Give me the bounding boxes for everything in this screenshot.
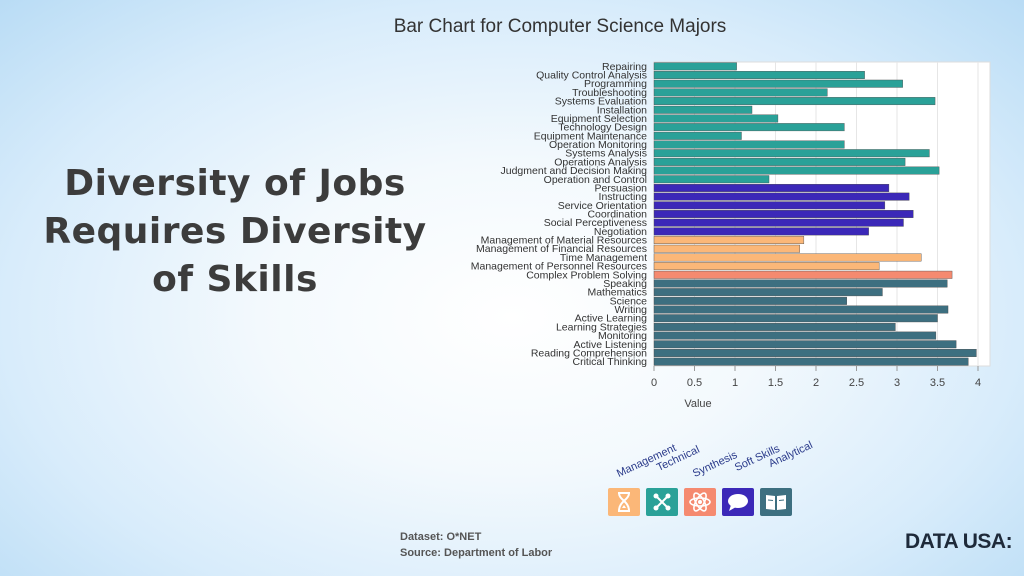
- bar[interactable]: [653, 270, 953, 279]
- bar[interactable]: [653, 322, 896, 331]
- category-label: Coordination: [587, 209, 647, 221]
- x-tick-label: 4: [975, 377, 981, 389]
- x-tick-label: 2: [813, 377, 819, 389]
- category-label: Programming: [584, 78, 647, 90]
- bar[interactable]: [653, 357, 969, 366]
- category-label: Critical Thinking: [573, 356, 648, 368]
- chart-title: Bar Chart for Computer Science Majors: [393, 16, 727, 37]
- x-axis-label: Value: [684, 398, 711, 410]
- bar[interactable]: [653, 71, 865, 79]
- bar[interactable]: [653, 201, 886, 210]
- category-label: Repairing: [602, 61, 647, 73]
- bar[interactable]: [653, 244, 801, 253]
- category-label: Service Orientation: [558, 200, 647, 212]
- bar[interactable]: [653, 123, 845, 132]
- x-tick-label: 0.5: [687, 377, 702, 389]
- bar[interactable]: [653, 166, 940, 175]
- bar[interactable]: [653, 262, 880, 271]
- slide-heading-line-2: Requires Diversity: [43, 211, 427, 252]
- category-label: Management of Material Resources: [481, 235, 647, 247]
- category-label: Instructing: [599, 191, 648, 203]
- category-label: Reading Comprehension: [531, 347, 647, 359]
- bar[interactable]: [653, 340, 957, 349]
- bar[interactable]: [653, 105, 753, 114]
- category-label: Active Listening: [573, 339, 647, 351]
- x-tick-label: 2.5: [849, 377, 864, 389]
- category-label: Learning Strategies: [556, 321, 647, 333]
- category-label: Operations Analysis: [554, 156, 647, 168]
- category-label: Management of Financial Resources: [476, 243, 647, 255]
- bar[interactable]: [653, 305, 949, 314]
- legend: Management Technical Synthesis Soft Skil…: [600, 428, 830, 520]
- category-label: Equipment Maintenance: [534, 130, 647, 142]
- category-label: Systems Evaluation: [555, 96, 647, 108]
- category-label: Installation: [597, 104, 647, 116]
- bar[interactable]: [653, 210, 914, 218]
- category-label: Persuasion: [594, 182, 647, 194]
- category-label: Mathematics: [587, 287, 647, 299]
- bar[interactable]: [653, 218, 904, 227]
- category-label: Monitoring: [598, 330, 647, 342]
- category-label: Management of Personnel Resources: [471, 261, 647, 273]
- bar[interactable]: [653, 236, 805, 244]
- category-label: Speaking: [603, 278, 647, 290]
- category-label: Technology Design: [558, 122, 647, 134]
- category-label: Active Learning: [575, 313, 648, 325]
- category-label: Quality Control Analysis: [536, 70, 647, 82]
- bar[interactable]: [653, 296, 847, 305]
- category-label: Time Management: [560, 252, 647, 264]
- category-label: Complex Problem Solving: [526, 269, 647, 281]
- bar[interactable]: [653, 114, 779, 123]
- x-tick-label: 1: [732, 377, 738, 389]
- bar[interactable]: [653, 149, 930, 158]
- bar[interactable]: [653, 79, 903, 88]
- bar[interactable]: [653, 175, 770, 184]
- category-label: Equipment Selection: [551, 113, 647, 125]
- category-label: Negotiation: [594, 226, 647, 238]
- bar[interactable]: [653, 157, 906, 166]
- x-tick-label: 3.5: [930, 377, 945, 389]
- bar[interactable]: [653, 349, 977, 357]
- bar[interactable]: [653, 279, 948, 288]
- speech-bubble-icon[interactable]: [722, 488, 754, 516]
- bar[interactable]: [653, 314, 938, 323]
- category-label: Operation Monitoring: [549, 139, 647, 151]
- slide-heading-line-1: Diversity of Jobs: [64, 163, 406, 204]
- bar[interactable]: [653, 192, 910, 201]
- slide-heading: Diversity of Jobs Requires Diversity of …: [40, 160, 430, 304]
- x-tick-label: 0: [651, 377, 657, 389]
- bar[interactable]: [653, 183, 890, 192]
- category-label: Operation and Control: [544, 174, 647, 186]
- data-usa-logo: DATA USA:: [905, 530, 1013, 553]
- slide-heading-line-3: of Skills: [152, 259, 318, 300]
- bar[interactable]: [653, 97, 936, 106]
- category-label: Troubleshooting: [572, 87, 647, 99]
- bar[interactable]: [653, 288, 883, 297]
- bar[interactable]: [653, 131, 742, 140]
- category-label: Social Perceptiveness: [544, 217, 647, 229]
- atom-icon[interactable]: [684, 488, 716, 516]
- bar[interactable]: [653, 140, 845, 149]
- dataset-label: Dataset: O*NET: [400, 531, 482, 543]
- bar[interactable]: [653, 62, 737, 71]
- source-label: Source: Department of Labor: [400, 547, 553, 559]
- bar[interactable]: [653, 227, 869, 236]
- hourglass-icon[interactable]: [608, 488, 640, 516]
- category-label: Writing: [615, 304, 648, 316]
- category-label: Systems Analysis: [565, 148, 647, 160]
- bar[interactable]: [653, 88, 828, 97]
- category-label: Judgment and Decision Making: [501, 165, 648, 177]
- book-icon[interactable]: [760, 488, 792, 516]
- x-tick-label: 1.5: [768, 377, 783, 389]
- category-label: Science: [610, 295, 648, 307]
- bar[interactable]: [653, 253, 922, 262]
- x-tick-label: 3: [894, 377, 900, 389]
- bar[interactable]: [653, 331, 937, 340]
- network-icon[interactable]: [646, 488, 678, 516]
